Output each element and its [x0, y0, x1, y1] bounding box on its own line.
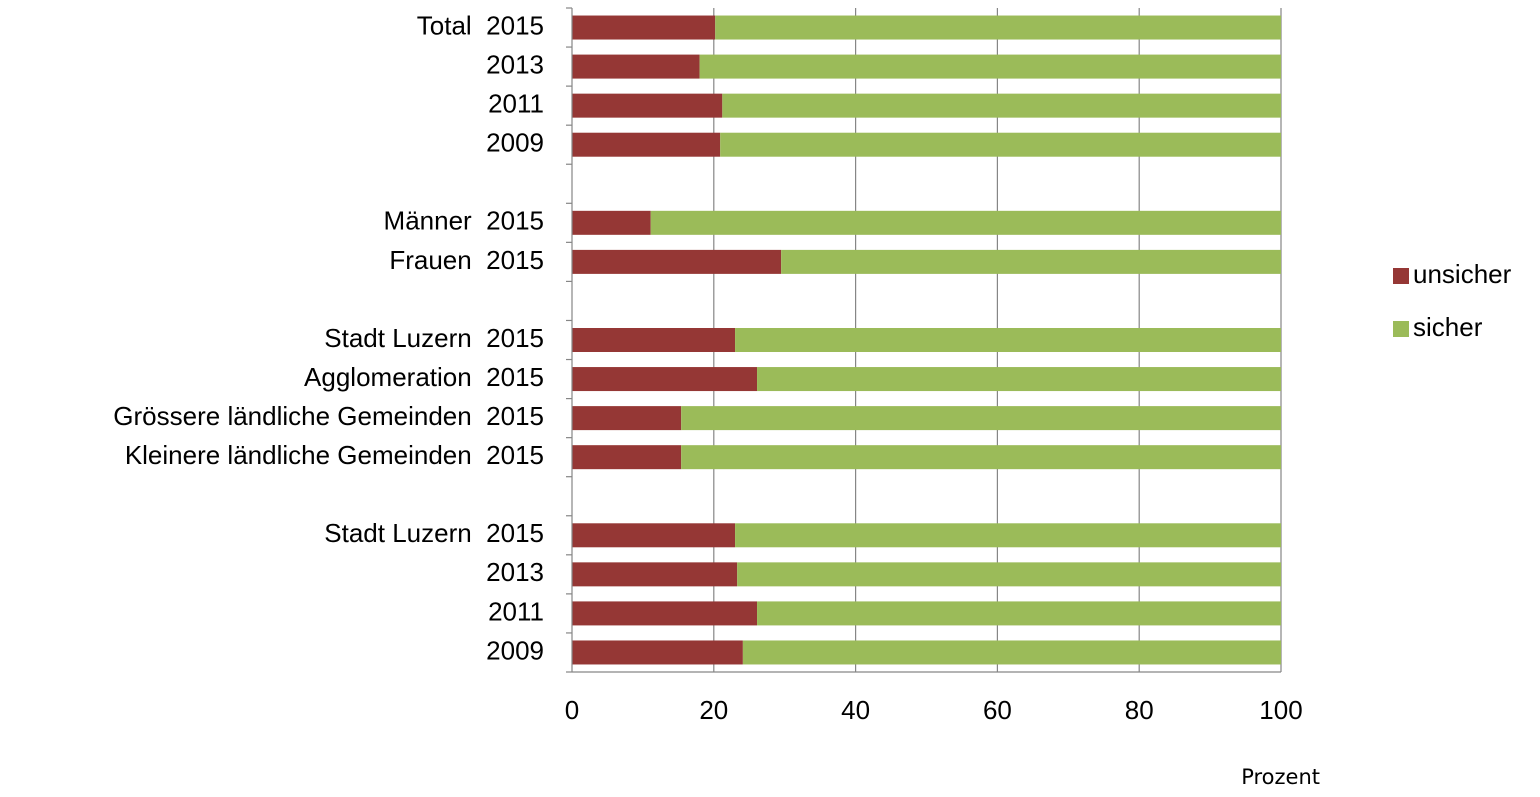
bar-segment	[572, 15, 716, 40]
y-tick-label: 2009	[486, 635, 544, 665]
legend-swatch	[1393, 268, 1409, 284]
bar-segment	[715, 15, 1281, 40]
bar-segment	[572, 640, 743, 665]
y-tick-label: Kleinere ländliche Gemeinden 2015	[125, 440, 544, 470]
bar-segment	[572, 328, 736, 352]
legend-label: unsicher	[1413, 259, 1512, 289]
x-tick-label: 80	[1125, 695, 1154, 725]
x-tick-label: 0	[565, 695, 579, 725]
bar-segment	[572, 445, 682, 470]
legend-label: sicher	[1413, 312, 1483, 342]
bar-segment	[735, 523, 1281, 548]
bar-segment	[681, 406, 1281, 431]
bar-segment	[735, 328, 1281, 352]
y-tick-label: 2009	[486, 128, 544, 158]
bar-segment	[781, 249, 1281, 274]
bar-segment	[572, 249, 782, 274]
bar-segment	[572, 93, 723, 118]
y-tick-label: 2013	[486, 49, 544, 79]
bar-segment	[699, 54, 1281, 79]
y-tick-label: 2011	[488, 89, 544, 119]
bar-segment	[572, 367, 758, 392]
x-tick-label: 40	[841, 695, 870, 725]
y-tick-label: 2011	[488, 596, 544, 626]
bar-segment	[722, 93, 1281, 118]
y-tick-label: 2013	[486, 557, 544, 587]
y-tick-label: Männer 2015	[384, 206, 544, 236]
bar-segment	[572, 54, 700, 79]
x-tick-label: 20	[699, 695, 728, 725]
x-tick-label: 60	[983, 695, 1012, 725]
y-tick-label: Total 2015	[417, 10, 544, 40]
bar-segment	[572, 132, 721, 157]
x-axis-label: Prozent	[1241, 765, 1320, 789]
bar-segment	[572, 523, 736, 548]
bar-segment	[572, 601, 758, 626]
y-tick-label: Stadt Luzern 2015	[324, 518, 544, 548]
bar-segment	[681, 445, 1281, 470]
bar-segment	[757, 601, 1281, 626]
bar-segment	[757, 367, 1281, 392]
bar-segment	[572, 210, 651, 235]
y-tick-label: Agglomeration 2015	[304, 362, 544, 392]
legend-swatch	[1393, 321, 1409, 337]
bar-segment	[572, 406, 682, 431]
y-tick-label: Stadt Luzern 2015	[324, 323, 544, 353]
bar-segment	[737, 562, 1281, 587]
x-tick-label: 100	[1259, 695, 1302, 725]
bar-segment	[572, 562, 738, 587]
bar-segment	[720, 132, 1281, 157]
bar-segment	[742, 640, 1281, 665]
y-tick-label: Frauen 2015	[389, 245, 544, 275]
y-tick-label: Grössere ländliche Gemeinden 2015	[113, 401, 544, 431]
bar-segment	[650, 210, 1281, 235]
